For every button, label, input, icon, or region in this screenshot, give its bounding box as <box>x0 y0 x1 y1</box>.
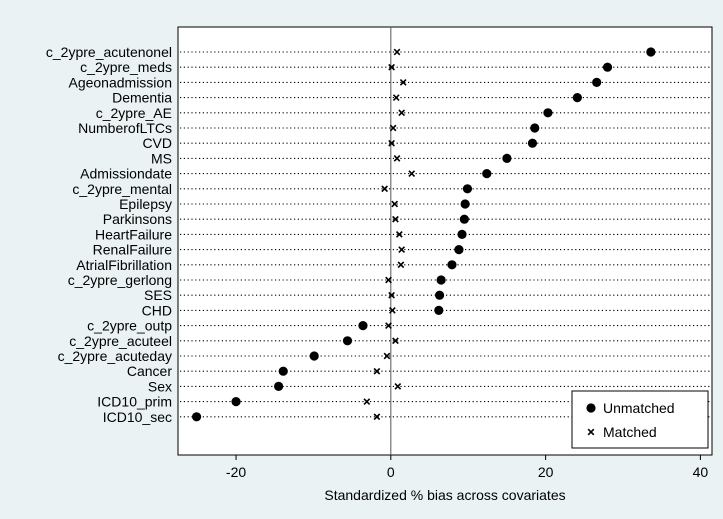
unmatched-point <box>502 153 512 163</box>
covariate-label: Ageonadmission <box>68 74 172 90</box>
data-marks <box>191 47 656 422</box>
matched-point <box>392 337 399 345</box>
unmatched-point <box>436 275 446 285</box>
covariate-label: c_2ypre_acutenonel <box>46 44 172 60</box>
unmatched-point <box>572 93 582 103</box>
matched-point <box>394 383 402 390</box>
matched-point <box>381 185 389 193</box>
covariate-label: c_2ypre_mental <box>72 181 172 197</box>
legend-box <box>571 390 709 449</box>
covariate-label: CVD <box>142 135 172 151</box>
x-tick-label: 40 <box>693 464 709 480</box>
covariate-label: CHD <box>142 302 172 318</box>
unmatched-point <box>543 108 553 118</box>
legend-x-glyph <box>587 428 595 436</box>
unmatched-point <box>434 290 445 300</box>
covariate-label: AtrialFibrillation <box>76 257 172 273</box>
matched-point <box>388 139 395 147</box>
matched-point <box>373 367 381 375</box>
unmatched-point <box>309 351 319 361</box>
unmatched-point <box>459 214 469 224</box>
covariate-label: c_2ypre_acuteel <box>69 333 172 349</box>
x-tick-label: 0 <box>387 464 395 480</box>
covariate-labels: c_2ypre_acutenonelc_2ypre_medsAgeonadmis… <box>46 44 172 425</box>
plot-area <box>177 26 713 456</box>
covariate-label: c_2ypre_acuteday <box>58 348 172 364</box>
x-tick-label: 20 <box>538 464 554 480</box>
unmatched-point <box>602 62 613 72</box>
legend-unmatched-label: Unmatched <box>603 400 675 416</box>
matched-point <box>398 246 406 253</box>
covariate-label: Dementia <box>112 90 172 106</box>
matched-point <box>363 398 371 405</box>
unmatched-point <box>191 412 202 422</box>
covariate-label: SES <box>144 287 172 303</box>
covariate-label: MS <box>151 150 172 166</box>
matched-point <box>391 200 399 208</box>
legend-unmatched-marker <box>586 403 596 413</box>
covariate-label: NumberofLTCs <box>78 120 172 136</box>
unmatched-point <box>482 169 492 179</box>
matched-point <box>388 63 395 71</box>
x-tick-label: -20 <box>226 464 246 480</box>
covariate-label: Parkinsons <box>103 211 172 227</box>
unmatched-point <box>460 199 470 209</box>
matched-point <box>393 48 401 56</box>
matched-point <box>408 170 416 177</box>
covariate-label: ICD10_prim <box>97 394 172 410</box>
unmatched-point <box>447 260 457 270</box>
matched-point <box>388 291 395 299</box>
grid-lines <box>180 51 710 418</box>
matched-point <box>373 413 381 421</box>
matched-point <box>383 352 391 360</box>
unmatched-point <box>454 245 464 255</box>
covariate-label: Cancer <box>127 363 172 379</box>
matched-point <box>395 231 403 238</box>
covariate-label: Sex <box>148 378 172 394</box>
covariate-label: c_2ypre_AE <box>96 105 172 121</box>
matched-point <box>389 307 396 314</box>
x-axis-ticks: -20 0 20 40 <box>226 455 708 480</box>
unmatched-point <box>342 336 353 346</box>
unmatched-point <box>231 397 241 407</box>
unmatched-point <box>646 47 656 57</box>
matched-point <box>393 155 401 162</box>
unmatched-point <box>434 305 444 315</box>
covariate-label: ICD10_sec <box>103 409 172 425</box>
covariate-label: c_2ypre_gerlong <box>68 272 172 288</box>
covariate-label: c_2ypre_meds <box>80 59 172 75</box>
legend-matched-marker <box>587 428 595 436</box>
covariate-label: Epilepsy <box>119 196 172 212</box>
covariate-label: RenalFailure <box>93 242 173 258</box>
x-axis-title: Standardized % bias across covariates <box>324 487 565 503</box>
covariate-label: HeartFailure <box>95 226 172 242</box>
unmatched-point <box>274 381 284 391</box>
matched-point <box>392 215 399 223</box>
unmatched-point <box>530 123 540 133</box>
unmatched-point <box>457 229 467 239</box>
matched-point <box>399 79 407 86</box>
unmatched-point <box>358 321 368 331</box>
matched-point <box>389 124 397 132</box>
legend-matched-label: Matched <box>603 424 657 440</box>
unmatched-point <box>527 138 538 148</box>
matched-point <box>392 94 400 101</box>
matched-point <box>385 322 392 329</box>
matched-point <box>385 276 392 284</box>
legend: Unmatched Matched <box>571 390 709 449</box>
matched-point <box>397 261 405 269</box>
unmatched-point <box>278 366 288 376</box>
unmatched-point <box>592 77 602 87</box>
unmatched-point <box>462 184 473 194</box>
covariate-label: Admissiondate <box>80 166 172 182</box>
covariate-label: c_2ypre_outp <box>87 318 172 334</box>
matched-point <box>398 109 406 117</box>
